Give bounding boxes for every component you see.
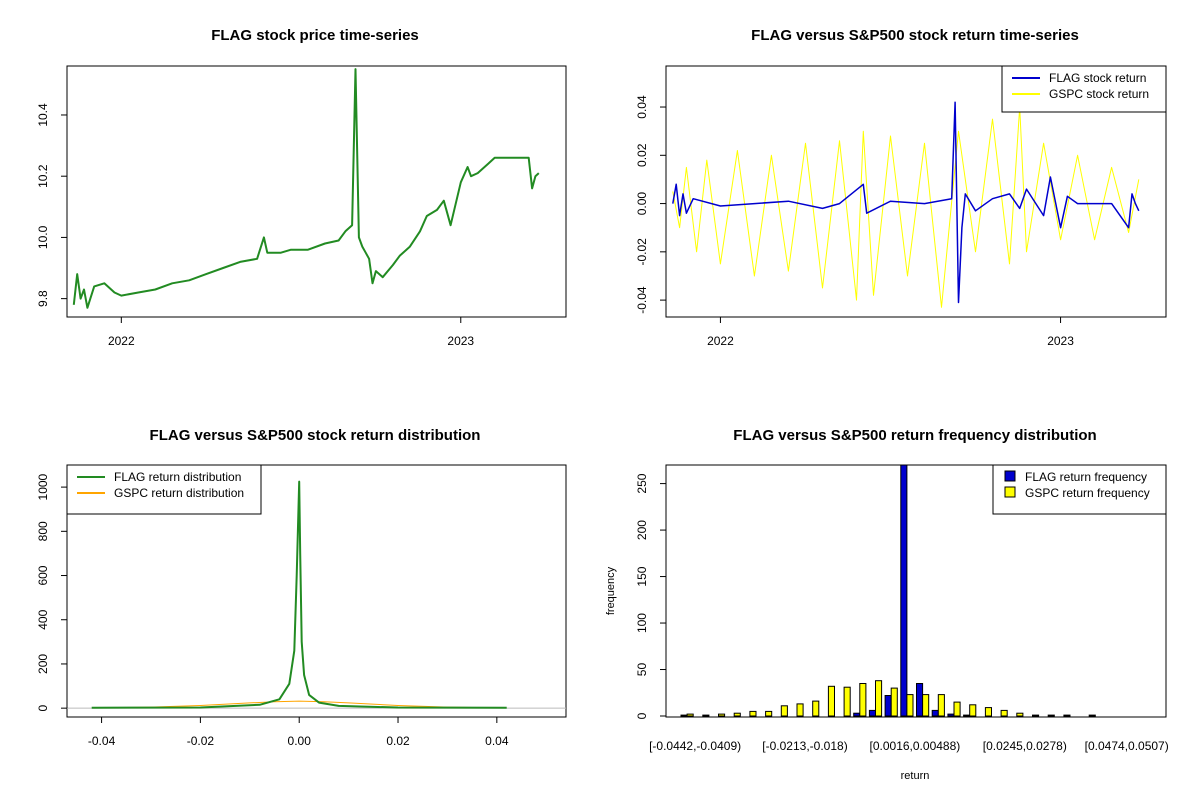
- bar-gspc: [953, 701, 961, 717]
- y-tick-label: 100: [635, 613, 649, 633]
- y-tick-label: 600: [36, 565, 50, 585]
- x-tick-label: 2022: [707, 334, 734, 348]
- bar-gspc: [1000, 709, 1008, 717]
- bar-flag: [900, 464, 908, 717]
- x-tick-label: [-0.0213,-0.018): [762, 739, 847, 753]
- bar-gspc: [859, 683, 867, 717]
- x-tick-label: [0.0474,0.0507): [1085, 739, 1169, 753]
- bar-gspc: [984, 707, 993, 717]
- y-tick-label: 0.02: [635, 143, 649, 167]
- bar-gspc: [733, 712, 741, 717]
- x-tick-label: -0.02: [187, 734, 215, 748]
- chart-title: FLAG stock price time-series: [211, 27, 419, 44]
- chart-title: FLAG versus S&P500 return frequency dist…: [733, 427, 1096, 444]
- x-tick-label: 0.04: [485, 734, 509, 748]
- y-axis-label: frequency: [605, 566, 617, 615]
- legend-swatch: [1004, 486, 1016, 498]
- y-tick-label: 10.2: [36, 164, 50, 188]
- series-line-flag-price: [72, 68, 540, 309]
- legend-label: GSPC return frequency: [1025, 486, 1150, 500]
- y-tick-label: 0: [635, 712, 649, 719]
- bar-gspc: [922, 694, 930, 717]
- bar-flag: [853, 712, 861, 717]
- bar-gspc: [796, 703, 804, 717]
- bar-flag: [868, 709, 877, 717]
- bar-flag: [931, 709, 939, 717]
- bar-gspc: [969, 704, 977, 717]
- x-tick-label: 0.00: [288, 734, 312, 748]
- bar-gspc: [906, 694, 914, 717]
- bar-gspc: [875, 680, 883, 717]
- y-tick-label: 800: [36, 521, 50, 541]
- bar-flag: [916, 683, 924, 717]
- legend-label: FLAG return frequency: [1025, 470, 1147, 484]
- legend-label: GSPC stock return: [1049, 87, 1149, 101]
- chart-title: FLAG versus S&P500 stock return time-ser…: [751, 27, 1079, 44]
- x-axis-label: return: [901, 770, 930, 782]
- plot-frame: [66, 65, 567, 318]
- bar-gspc: [1063, 714, 1071, 717]
- y-tick-label: 150: [635, 566, 649, 586]
- y-tick-label: 0.04: [635, 95, 649, 119]
- x-tick-label: 0.02: [386, 734, 410, 748]
- bar-gspc: [718, 713, 726, 717]
- y-tick-label: 50: [635, 663, 649, 677]
- y-tick-label: 0: [36, 705, 50, 712]
- x-tick-label: [0.0016,0.00488): [870, 739, 961, 753]
- legend-label: GSPC return distribution: [114, 486, 244, 500]
- bar-gspc: [702, 714, 710, 717]
- y-tick-label: -0.02: [635, 238, 649, 266]
- y-tick-label: 10.4: [36, 103, 50, 127]
- bar-gspc: [890, 687, 898, 717]
- bar-gspc: [1047, 714, 1055, 717]
- legend-box: [992, 464, 1167, 515]
- bar-gspc: [1016, 712, 1024, 717]
- bar-flag: [884, 695, 892, 717]
- series-line-gspc-return-distribution: [101, 700, 497, 709]
- y-tick-label: 0.00: [635, 192, 649, 216]
- bar-gspc: [1032, 714, 1040, 717]
- bar-gspc: [827, 685, 836, 717]
- series-line-flag-return-distribution: [91, 480, 507, 709]
- bar-gspc: [937, 694, 945, 717]
- y-tick-label: 1000: [36, 473, 50, 500]
- legend-label: FLAG stock return: [1049, 71, 1146, 85]
- y-tick-label: 9.8: [36, 290, 50, 307]
- x-tick-label: 2023: [447, 334, 474, 348]
- series-line-gspc-stock-return: [672, 106, 1140, 308]
- x-tick-label: -0.04: [88, 734, 116, 748]
- y-tick-label: 10.0: [36, 225, 50, 249]
- legend-box: [66, 464, 262, 515]
- y-tick-label: 200: [635, 520, 649, 540]
- x-tick-label: 2023: [1047, 334, 1074, 348]
- y-tick-label: -0.04: [635, 286, 649, 314]
- bar-gspc: [749, 710, 757, 717]
- bar-flag: [947, 713, 955, 717]
- legend-label: FLAG return distribution: [114, 470, 241, 484]
- bar-gspc: [780, 705, 788, 717]
- bar-gspc: [812, 700, 820, 717]
- x-tick-label: 2022: [108, 334, 135, 348]
- bar-flag: [1088, 714, 1096, 717]
- bar-flag: [680, 714, 688, 717]
- legend-box: [1001, 65, 1167, 113]
- bar-flag: [963, 714, 971, 717]
- bar-gspc: [686, 713, 694, 717]
- x-tick-label: [0.0245,0.0278): [983, 739, 1067, 753]
- y-tick-label: 400: [36, 609, 50, 629]
- x-tick-label: [-0.0442,-0.0409): [649, 739, 741, 753]
- chart-title: FLAG versus S&P500 stock return distribu…: [150, 427, 481, 444]
- series-line-flag-stock-return: [672, 101, 1140, 304]
- bar-gspc: [765, 710, 773, 717]
- y-tick-label: 200: [36, 654, 50, 674]
- bar-gspc: [843, 686, 851, 717]
- legend-swatch: [1004, 470, 1016, 482]
- y-tick-label: 250: [635, 473, 649, 493]
